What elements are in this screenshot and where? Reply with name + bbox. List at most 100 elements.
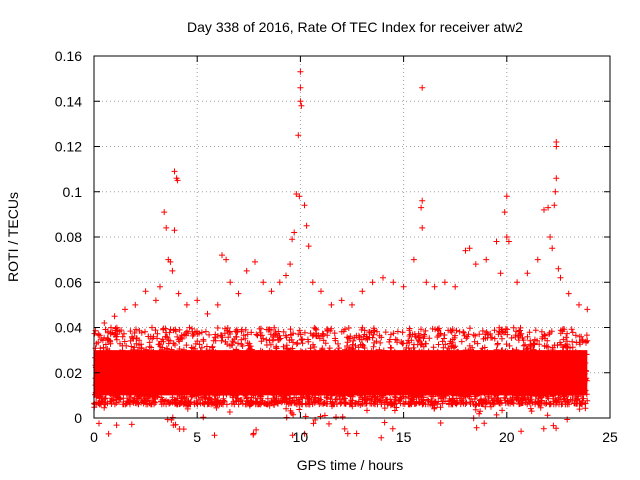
- data-point: [122, 306, 128, 313]
- data-point: [171, 168, 178, 175]
- data-point: [505, 238, 512, 245]
- data-point: [157, 283, 163, 290]
- data-point: [557, 274, 564, 281]
- data-point: [483, 256, 490, 263]
- data-point: [252, 258, 258, 265]
- data-point: [219, 252, 225, 259]
- data-point: [291, 229, 298, 236]
- data-point: [400, 283, 407, 290]
- data-point: [296, 193, 303, 200]
- x-tick-label: 10: [293, 429, 309, 445]
- data-point: [419, 224, 426, 231]
- data-point: [349, 301, 355, 308]
- data-point: [369, 279, 376, 286]
- data-point: [297, 84, 304, 91]
- data-point: [497, 270, 504, 277]
- data-point: [462, 247, 469, 254]
- data-point: [328, 301, 335, 308]
- data-point: [111, 313, 118, 320]
- data-point: [204, 310, 211, 317]
- data-point: [97, 387, 104, 394]
- x-tick-label: 0: [90, 429, 98, 445]
- data-point: [309, 279, 316, 286]
- data-point: [152, 297, 159, 304]
- y-axis-ticks: 0 0.02 0.04 0.06 0.08 0.1 0.12 0.14 0.16: [55, 48, 610, 426]
- y-tick-label: 0.12: [55, 139, 82, 155]
- y-tick-label: 0: [74, 410, 82, 426]
- data-point: [501, 209, 508, 216]
- data-point: [503, 193, 510, 200]
- x-tick-label: 25: [602, 429, 618, 445]
- data-point: [555, 265, 562, 272]
- x-axis-title: GPS time / hours: [297, 457, 404, 473]
- dense-band-core: [94, 350, 588, 396]
- data-point: [295, 132, 302, 139]
- data-point: [493, 238, 500, 245]
- data-point: [223, 256, 230, 263]
- y-tick-label: 0.06: [55, 274, 82, 290]
- data-point: [142, 288, 149, 295]
- data-point: [194, 297, 201, 304]
- data-point: [171, 227, 178, 234]
- data-point: [547, 234, 554, 240]
- data-point: [297, 98, 304, 105]
- y-tick-label: 0.02: [55, 365, 82, 381]
- data-point: [268, 288, 275, 295]
- dense-band: [91, 324, 591, 441]
- data-point: [301, 202, 308, 209]
- data-point: [289, 236, 296, 243]
- data-point: [214, 301, 221, 308]
- data-point: [565, 290, 572, 297]
- data-point: [419, 84, 426, 91]
- data-point: [305, 243, 312, 250]
- data-point: [549, 245, 556, 252]
- data-points: [97, 68, 591, 394]
- data-point: [541, 206, 547, 213]
- data-point: [390, 279, 397, 286]
- data-point: [297, 68, 304, 75]
- x-tick-label: 20: [499, 429, 515, 445]
- data-point: [260, 279, 267, 286]
- data-point: [298, 102, 305, 109]
- data-point: [318, 288, 324, 295]
- data-point: [472, 261, 479, 268]
- x-tick-label: 5: [193, 429, 201, 445]
- data-point: [418, 204, 425, 211]
- data-point: [338, 297, 345, 304]
- data-point: [551, 202, 558, 209]
- data-point: [514, 279, 521, 286]
- data-point: [183, 301, 190, 308]
- data-point: [380, 274, 386, 281]
- data-point: [303, 222, 310, 229]
- y-tick-label: 0.1: [63, 184, 83, 200]
- data-point: [452, 283, 459, 290]
- data-point: [293, 191, 300, 197]
- data-point: [576, 301, 582, 308]
- data-point: [545, 204, 552, 211]
- data-point: [584, 306, 591, 313]
- data-point: [175, 290, 182, 297]
- data-point: [534, 256, 541, 263]
- data-point: [235, 290, 242, 297]
- data-point: [287, 261, 294, 268]
- y-tick-label: 0.16: [55, 48, 82, 64]
- y-tick-label: 0.14: [55, 93, 82, 109]
- data-point: [161, 209, 168, 216]
- data-point: [410, 256, 417, 263]
- data-point: [283, 272, 289, 279]
- data-point: [167, 258, 174, 265]
- y-tick-label: 0.08: [55, 229, 82, 245]
- data-point: [423, 279, 430, 286]
- data-point: [419, 197, 426, 204]
- x-tick-label: 15: [396, 429, 412, 445]
- data-point: [503, 234, 510, 240]
- data-point: [466, 245, 473, 252]
- data-point: [553, 139, 560, 145]
- data-point: [524, 270, 531, 277]
- data-point: [169, 267, 176, 274]
- data-point: [101, 320, 108, 326]
- data-point: [227, 279, 234, 286]
- data-point: [553, 175, 560, 182]
- data-point: [441, 279, 448, 286]
